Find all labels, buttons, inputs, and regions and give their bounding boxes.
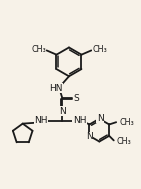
Text: NH: NH — [34, 116, 48, 125]
Text: N: N — [60, 107, 66, 116]
Text: HN: HN — [49, 84, 63, 93]
Text: CH₃: CH₃ — [120, 118, 134, 127]
Text: CH₃: CH₃ — [117, 137, 132, 146]
Text: S: S — [73, 94, 79, 103]
Text: CH₃: CH₃ — [92, 46, 107, 54]
Text: CH₃: CH₃ — [31, 46, 46, 54]
Text: N: N — [97, 114, 103, 122]
Text: NH: NH — [73, 116, 86, 125]
Text: N: N — [86, 132, 92, 141]
